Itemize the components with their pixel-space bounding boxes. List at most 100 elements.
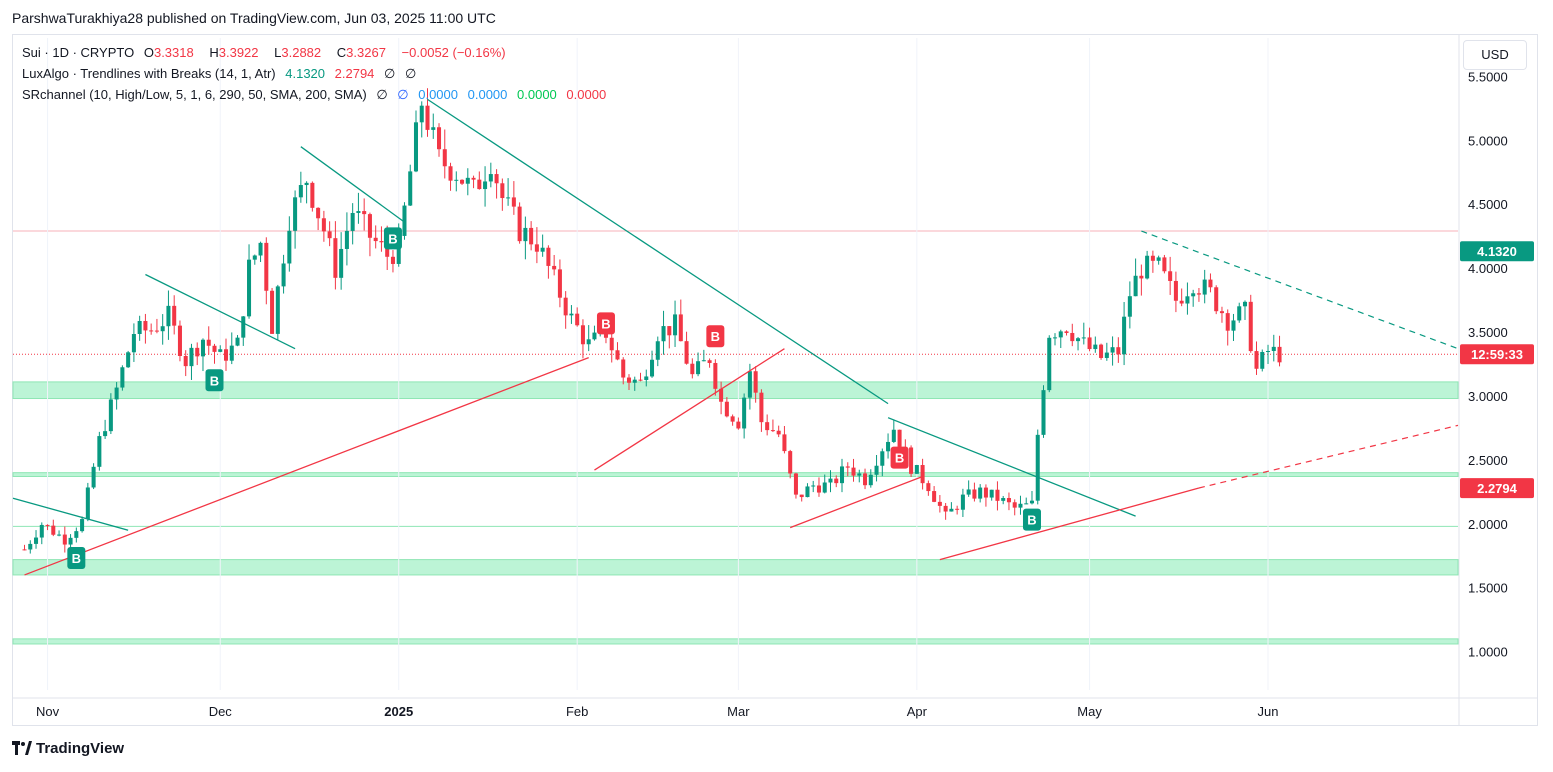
trendline-down-3 (300, 146, 405, 223)
candle (471, 175, 476, 189)
candle (1122, 302, 1127, 366)
candle-body (684, 341, 689, 364)
candle (1035, 429, 1040, 505)
y-tick-label-2: 1.5000 (1468, 581, 1508, 596)
candle-body (534, 244, 539, 252)
candle-body (1254, 351, 1259, 369)
candle-body (1001, 498, 1006, 501)
candle-body (1162, 257, 1167, 272)
candle-body (51, 525, 56, 535)
candle-body (995, 489, 1000, 501)
candle-body (765, 422, 770, 431)
candle-body (747, 371, 752, 398)
candle (293, 190, 298, 249)
candle-body (1087, 337, 1092, 350)
candle-body (719, 388, 724, 402)
candle (851, 458, 856, 482)
candle-body (960, 494, 965, 510)
candle (149, 323, 154, 335)
candle-body (1185, 296, 1190, 304)
candle-body (1029, 500, 1034, 504)
candle-body (1260, 351, 1265, 369)
candle-body (949, 508, 954, 512)
candle (166, 290, 171, 340)
candle (413, 110, 419, 173)
candle-body (1271, 346, 1276, 352)
break-marker-label: B (711, 329, 720, 344)
candle (488, 162, 493, 188)
candle (1104, 342, 1109, 361)
candle (1018, 495, 1023, 515)
candle-body (517, 206, 522, 242)
candle-body (114, 387, 119, 400)
candle-body (1145, 255, 1150, 279)
currency-button[interactable]: USD (1463, 40, 1527, 70)
candle-body (281, 263, 286, 287)
y-tick-label-3: 2.0000 (1468, 517, 1508, 532)
candle (1150, 250, 1155, 273)
candle-body (34, 537, 39, 544)
candle-body (1173, 280, 1178, 301)
candle (592, 325, 597, 341)
candle (793, 472, 798, 499)
axes: 1.0000 1.5000 2.0000 2.5000 3.0000 3.5000 4.00… (13, 35, 1538, 726)
candle (926, 480, 931, 496)
legend-indicator-trendlines[interactable]: LuxAlgo · Trendlines with Breaks (14, 1,… (22, 66, 422, 82)
candle (1064, 330, 1069, 336)
candle (57, 530, 62, 537)
candle (235, 335, 240, 347)
candle-body (586, 339, 591, 345)
candle-body (569, 313, 574, 316)
candle-body (667, 326, 672, 336)
candle (1202, 269, 1207, 304)
footer-brand[interactable]: TradingView (12, 740, 124, 757)
candle (891, 419, 896, 444)
candle (943, 502, 948, 520)
candle (310, 181, 315, 212)
break-markers: B B B B B B B (67, 227, 1041, 569)
legend-indicator-srchannel[interactable]: SRchannel (10, High/Low, 5, 1, 6, 290, 5… (22, 87, 612, 103)
candle (1041, 385, 1046, 438)
candle (540, 234, 545, 257)
candle (465, 168, 470, 196)
candle-body (563, 297, 568, 316)
candle (494, 169, 499, 199)
candle (350, 203, 355, 245)
candle (39, 522, 44, 545)
candle-body (909, 447, 914, 474)
candle (74, 527, 79, 543)
candle-body (1018, 503, 1023, 508)
legend-symbol-row[interactable]: Sui · 1D · CRYPTO O3.3318 H3.3922 L3.288… (22, 45, 512, 60)
candle-body (154, 330, 159, 332)
candle (839, 458, 845, 493)
candle (1070, 323, 1075, 347)
candle (460, 179, 465, 185)
candle (373, 225, 378, 249)
candle-body (1277, 346, 1282, 363)
sr-zone-1 (12, 381, 1459, 400)
candle (914, 464, 919, 475)
candle-body (1006, 498, 1011, 503)
candle (1024, 497, 1029, 505)
candle (707, 358, 712, 368)
candle (1260, 349, 1265, 372)
axis-price-label-text: 12:59:33 (1471, 347, 1523, 362)
candle (937, 495, 942, 513)
candle-body (442, 149, 447, 167)
candle-body (270, 290, 275, 334)
candle-body (811, 485, 816, 487)
candle (454, 171, 459, 192)
trendlines (12, 98, 1459, 576)
candle (569, 305, 574, 324)
candle-body (506, 197, 511, 199)
candle (1052, 333, 1058, 346)
break-marker-2: B (205, 369, 224, 392)
indicator-srchannel-value-1: ∅ (376, 87, 388, 102)
candle (1271, 334, 1276, 362)
candle-body (926, 483, 931, 492)
candle-body (1110, 347, 1115, 353)
candle (978, 484, 983, 503)
candle (177, 320, 182, 362)
candle-body (782, 434, 787, 452)
